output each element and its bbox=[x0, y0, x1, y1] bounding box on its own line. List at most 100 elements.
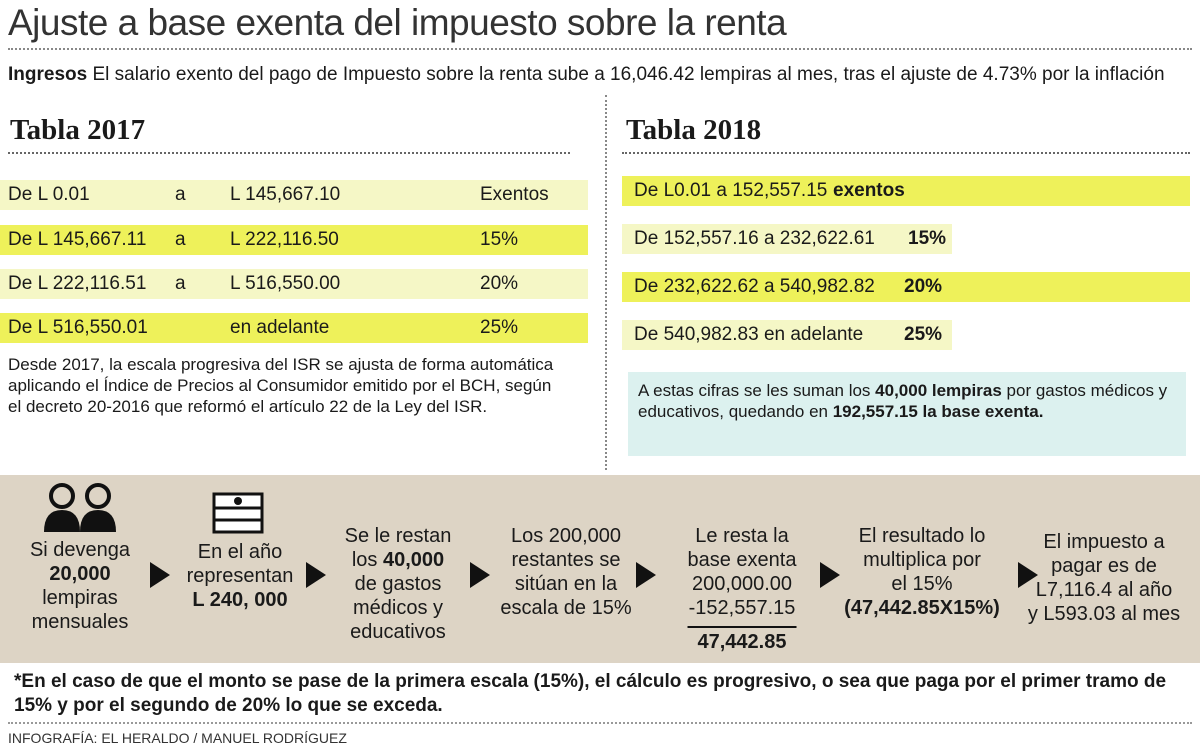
step: El resultado lo multiplica por el 15% (47,4… bbox=[844, 524, 1000, 620]
table-cell: De 232,622.62 a 540,982.82 bbox=[634, 276, 875, 297]
divider bbox=[8, 152, 570, 154]
step-text: Le resta la bbox=[695, 525, 789, 547]
step-line: multiplica por bbox=[844, 548, 1000, 572]
step-line: L 240, 000 bbox=[187, 588, 294, 612]
step: En el año representan L 240, 000 bbox=[187, 540, 294, 612]
step-line: 200,000.00 bbox=[688, 572, 797, 596]
note-text: 40,000 lempiras bbox=[875, 381, 1002, 400]
step-line: Le resta la bbox=[688, 524, 797, 548]
step: Le resta la base exenta 200,000.00 -152,557… bbox=[687, 524, 797, 654]
step-text: En el año bbox=[197, 541, 283, 563]
step: Los 200,000 restantes se sitúan en la escal… bbox=[500, 524, 631, 620]
people-icon bbox=[44, 483, 116, 532]
step-text: escala de 15% bbox=[500, 597, 632, 619]
table-cell: 15% bbox=[480, 229, 519, 250]
step-text: 20,000 bbox=[49, 563, 111, 585]
step-line: los 40,000 bbox=[345, 548, 452, 572]
step-text: El resultado lo bbox=[858, 525, 986, 547]
step-line: mensuales bbox=[30, 610, 130, 634]
step-line: base exenta bbox=[688, 548, 797, 572]
step-text: Si devenga bbox=[29, 539, 131, 561]
step-text: Los 200,000 bbox=[510, 525, 622, 547]
note-text: 192,557.15 la base exenta. bbox=[832, 402, 1044, 421]
table-cell: en adelante bbox=[230, 317, 330, 338]
step-text: mensuales bbox=[31, 611, 129, 633]
note-text: por gastos médicos y educativos, quedand… bbox=[638, 381, 1168, 421]
table-row: De L 222,116.51 a L 516,550.00 20% bbox=[0, 269, 588, 299]
step-text: El impuesto a bbox=[1043, 531, 1165, 553]
step-line: 20,000 bbox=[30, 562, 130, 586]
step-text: de gastos bbox=[354, 573, 442, 595]
step-line: En el año bbox=[187, 540, 294, 564]
divider bbox=[622, 152, 1190, 154]
step-text: (47,442.85X15%) bbox=[844, 597, 1000, 619]
table-cell: L 516,550.00 bbox=[230, 273, 341, 294]
step-text: representan bbox=[186, 565, 294, 587]
step-text: base exenta bbox=[687, 549, 797, 571]
table-row: De L 0.01 a L 145,667.10 Exentos bbox=[0, 180, 588, 210]
table-cell: De L 0.01 bbox=[8, 184, 90, 205]
step-text: 200,000.00 bbox=[691, 573, 793, 595]
step: Se le restan los 40,000 de gastos médicos y… bbox=[345, 524, 452, 644]
step-line: sitúan en la bbox=[500, 572, 631, 596]
step-line: médicos y bbox=[345, 596, 452, 620]
table-cell: 25% bbox=[904, 324, 943, 345]
step-line: educativos bbox=[345, 620, 452, 644]
table-cell: De L0.01 a 152,557.15 bbox=[634, 180, 828, 201]
table-cell: De L 145,667.11 bbox=[8, 229, 147, 250]
step-line: representan bbox=[187, 564, 294, 588]
step-line: restantes se bbox=[500, 548, 631, 572]
table-cell: De 540,982.83 en adelante bbox=[634, 324, 864, 345]
table-row: De 152,557.16 a 232,622.61 15% bbox=[622, 224, 952, 254]
flow-band bbox=[0, 475, 1200, 663]
table-cell: a bbox=[175, 229, 186, 250]
table-cell: 15% bbox=[908, 228, 947, 249]
step: El impuesto a pagar es de L7,116.4 al año y… bbox=[1028, 530, 1180, 626]
table-cell: 20% bbox=[480, 273, 519, 294]
table-cell: a bbox=[175, 273, 186, 294]
step-line: de gastos bbox=[345, 572, 452, 596]
step-text: L7,116.4 al año bbox=[1035, 579, 1173, 601]
note-box: A estas cifras se les suman los 40,000 l… bbox=[628, 372, 1186, 456]
table-row: De 232,622.62 a 540,982.82 20% bbox=[622, 272, 1190, 302]
step-text: sitúan en la bbox=[514, 573, 618, 595]
table-cell: De L 516,550.01 bbox=[8, 317, 148, 338]
footnote: *En el caso de que el monto se pase de l… bbox=[14, 671, 1167, 716]
step-line: (47,442.85X15%) bbox=[844, 596, 1000, 620]
table-cell: exentos bbox=[833, 180, 905, 201]
step-text: el 15% bbox=[891, 573, 953, 595]
step-line: El impuesto a bbox=[1028, 530, 1180, 554]
step-line: el 15% bbox=[844, 572, 1000, 596]
table-cell: L 222,116.50 bbox=[230, 229, 339, 250]
step-text: multiplica por bbox=[863, 549, 981, 571]
step-text: L 240, 000 bbox=[192, 589, 288, 611]
arrow bbox=[470, 562, 490, 588]
step-line: Se le restan bbox=[345, 524, 452, 548]
step-text: médicos y bbox=[352, 597, 444, 619]
step-text: 40,000 bbox=[382, 549, 445, 571]
step-text: 47,442.85 bbox=[697, 631, 787, 653]
step-line: -152,557.15 bbox=[688, 596, 797, 620]
step-line: escala de 15% bbox=[500, 596, 631, 620]
divider bbox=[605, 95, 607, 470]
step: Si devenga 20,000 lempiras mensuales bbox=[30, 538, 130, 634]
arrow bbox=[150, 562, 170, 588]
step-line: pagar es de bbox=[1028, 554, 1180, 578]
divider bbox=[8, 48, 1192, 50]
credit: INFOGRAFÍA: EL HERALDO / MANUEL RODRÍGUE… bbox=[8, 730, 347, 746]
lead-label: Ingresos bbox=[8, 64, 88, 85]
step-text: -152,557.15 bbox=[688, 597, 796, 619]
table-row: De 540,982.83 en adelante 25% bbox=[622, 320, 952, 350]
table-cell: L 145,667.10 bbox=[230, 184, 341, 205]
note-text: A estas cifras se les suman los bbox=[638, 381, 876, 400]
divider bbox=[8, 722, 1192, 724]
note: Desde 2017, la escala progresiva del ISR… bbox=[8, 355, 554, 416]
table-row: De L 145,667.11 a L 222,116.50 15% bbox=[0, 225, 588, 255]
table-cell: Exentos bbox=[480, 184, 549, 205]
table-cell: 20% bbox=[904, 276, 943, 297]
arrow bbox=[1018, 562, 1038, 588]
arrow bbox=[636, 562, 656, 588]
step-text: lempiras bbox=[42, 587, 118, 609]
step-line: 47,442.85 bbox=[687, 626, 797, 654]
